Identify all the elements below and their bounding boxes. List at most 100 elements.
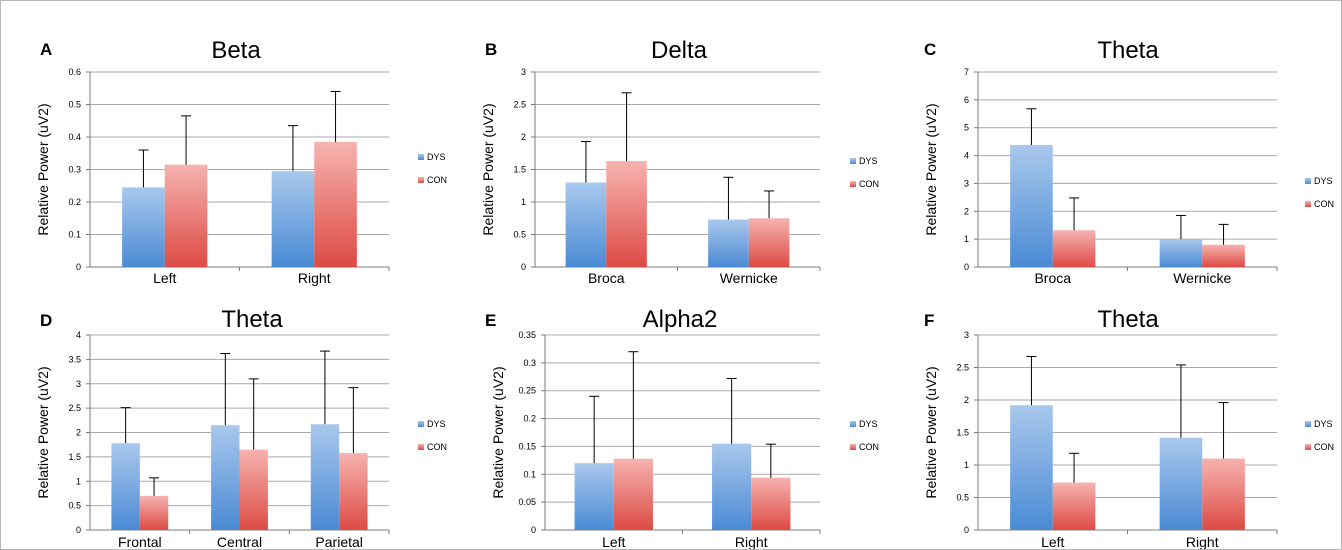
x-category-label: Central [217,534,262,550]
y-tick-label: 0.1 [523,469,536,479]
x-category-label: Parietal [315,534,362,550]
y-axis-label: Relative Power (uV2) [35,366,51,498]
y-tick-label: 0.5 [68,100,81,110]
y-tick-label: 0 [76,525,81,535]
bar-con [751,477,791,530]
y-tick-label: 2.5 [513,100,526,110]
chart-title: Delta [651,37,708,64]
y-tick-label: 0.4 [68,132,81,142]
legend-swatch-con [418,177,424,183]
y-tick-label: 3.5 [68,354,81,364]
y-tick-label: 2.5 [68,403,81,413]
x-category-label: Left [602,534,625,550]
y-tick-label: 0.3 [68,165,81,175]
y-tick-label: 0 [76,262,81,272]
chart-title: Theta [1097,306,1159,333]
y-tick-label: 2 [964,395,969,405]
legend-swatch-con [850,181,856,187]
y-tick-label: 4 [76,330,81,340]
panel-letter: A [40,40,52,59]
x-category-label: Wernicke [720,270,778,286]
y-tick-label: 1.5 [956,428,969,438]
legend-label-con: CON [859,179,879,189]
y-tick-label: 0 [964,525,969,535]
y-tick-label: 0.6 [68,67,81,77]
bar-con [339,452,368,530]
x-category-label: Right [735,534,768,550]
x-category-label: Left [1041,534,1064,550]
legend-swatch-con [1305,444,1311,450]
panel-letter: B [485,40,497,59]
legend-swatch-dys [418,154,424,160]
y-tick-label: 3 [76,379,81,389]
y-tick-label: 6 [964,95,969,105]
panel-letter: F [924,311,934,330]
panel-a: A Beta Relative Power (uV2) 0 0.1 0.2 0.3 0.4 0.… [35,37,447,286]
y-tick-label: 2 [521,132,526,142]
y-tick-label: 0.5 [513,230,526,240]
chart-title: Theta [221,306,283,333]
bar-dys [1010,405,1053,530]
legend-label-con: CON [1314,199,1334,209]
x-category-label: Broca [1034,270,1071,286]
y-tick-label: 1 [521,197,526,207]
x-category-label: Wernicke [1173,270,1231,286]
y-axis-label: Relative Power (uV2) [923,103,939,235]
y-tick-label: 1.5 [68,452,81,462]
y-tick-label: 0 [531,525,536,535]
bar-dys [211,425,240,530]
legend-label-con: CON [427,442,447,452]
bar-con [1202,458,1245,530]
y-tick-label: 0.5 [956,493,969,503]
legend-label-con: CON [859,442,879,452]
bar-dys [111,443,140,530]
legend-swatch-con [850,444,856,450]
legend-label-dys: DYS [859,419,878,429]
legend-label-con: CON [1314,442,1334,452]
y-tick-label: 0.35 [518,330,536,340]
legend-swatch-con [418,444,424,450]
x-category-label: Frontal [118,534,162,550]
y-tick-label: 1 [76,476,81,486]
y-tick-label: 0.3 [523,358,536,368]
bar-con [139,495,169,530]
bar-dys [574,463,614,530]
legend-label-dys: DYS [1314,176,1333,186]
legend-swatch-dys [850,158,856,164]
bar-con [1202,244,1245,267]
y-axis-label: Relative Power (uV2) [490,366,506,498]
y-axis-label: Relative Power (uV2) [35,103,51,235]
panel-c: C Theta Relative Power (uV2) 0 1 2 3 4 5 6 7 Broca W… [923,37,1334,286]
y-tick-label: 1 [964,234,969,244]
y-tick-label: 2 [964,206,969,216]
legend-swatch-dys [1305,421,1311,427]
y-tick-label: 7 [964,67,969,77]
x-category-label: Left [153,270,176,286]
y-tick-label: 5 [964,123,969,133]
bar-dys [271,171,315,267]
y-tick-label: 3 [964,178,969,188]
y-tick-label: 1 [964,460,969,470]
bar-con [1052,482,1096,530]
y-tick-label: 0.5 [68,501,81,511]
y-tick-label: 4 [964,151,969,161]
legend-label-dys: DYS [427,419,446,429]
y-tick-label: 0 [521,262,526,272]
bar-con [164,164,208,267]
y-tick-label: 1.5 [513,165,526,175]
bar-con [314,141,357,267]
panel-f: F Theta Relative Power (uV2) 0 0.5 1 1.5 2 2.5 3 L… [923,306,1334,550]
panel-letter: C [924,40,936,59]
bar-dys [122,187,165,267]
y-tick-label: 0.15 [518,441,536,451]
y-tick-label: 2 [76,428,81,438]
y-tick-label: 0.2 [68,197,81,207]
chart-title: Beta [211,37,261,64]
bar-con [239,449,268,530]
bar-con [613,458,653,530]
bar-con [606,161,647,267]
bar-dys [1010,144,1053,267]
bar-con [748,218,790,267]
